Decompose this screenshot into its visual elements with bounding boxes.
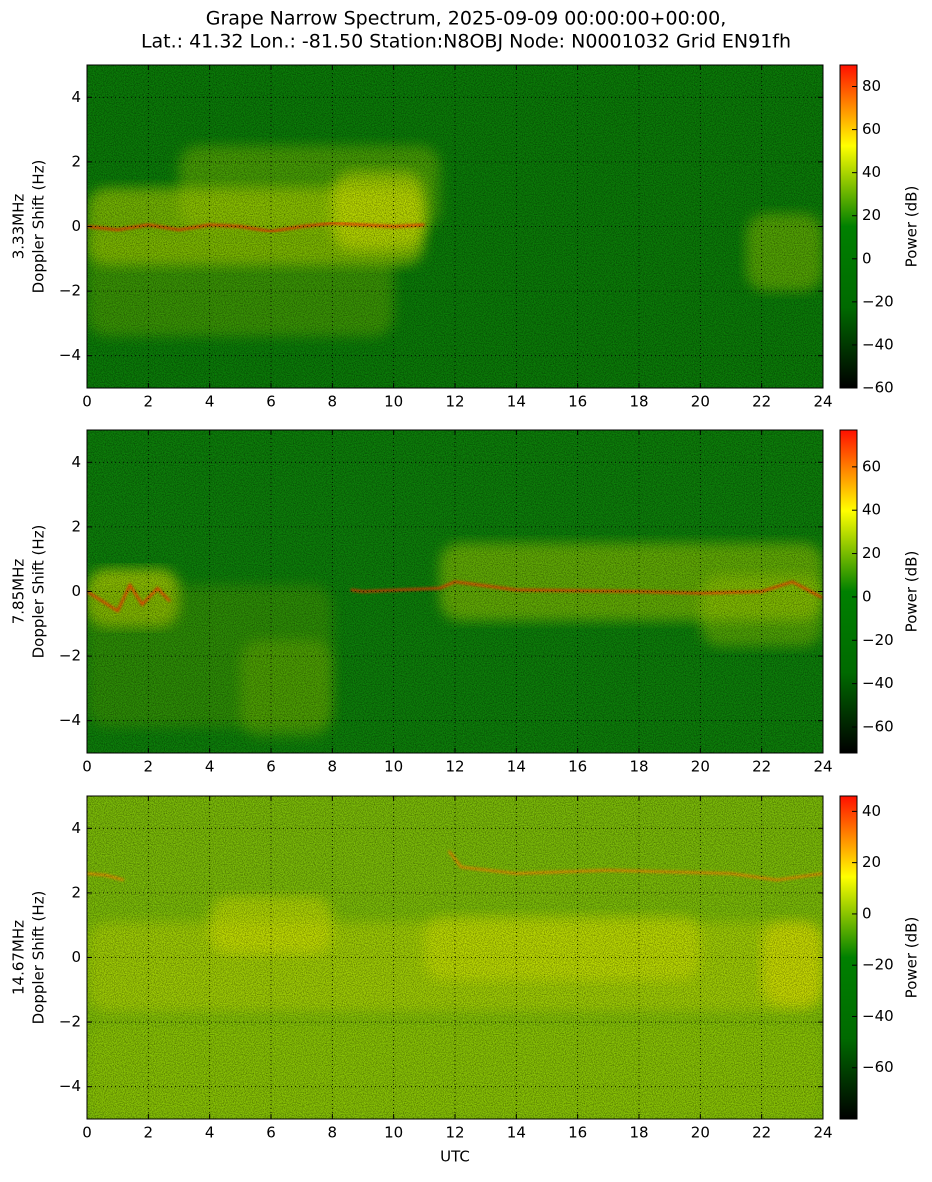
y-tick-label: 2: [71, 883, 81, 901]
colorbar-tick-label: 60: [862, 120, 881, 138]
colorbar-tick-label: 0: [862, 587, 872, 605]
colorbar-tick-label: −60: [862, 1058, 894, 1076]
x-tick-label: 6: [266, 758, 276, 776]
colorbar-label: Power (dB): [903, 917, 921, 999]
x-tick-label: 24: [813, 758, 832, 776]
y-tick-label: 4: [71, 453, 81, 471]
x-tick-label: 6: [266, 1124, 276, 1142]
colorbar-tick-label: −40: [862, 335, 894, 353]
colorbar-tick-label: 40: [862, 163, 881, 181]
x-tick-label: 8: [328, 393, 338, 411]
x-tick-label: 24: [813, 393, 832, 411]
spectrogram: [87, 796, 823, 1119]
y-tick-label: 0: [71, 948, 81, 966]
colorbar-tick-label: 20: [862, 206, 881, 224]
y-tick-label: 4: [71, 819, 81, 837]
colorbar-tick-label: −40: [862, 674, 894, 692]
plot-frame: [86, 64, 824, 389]
colorbar-tick-label: 20: [862, 544, 881, 562]
y-tick-label: −2: [59, 647, 81, 665]
x-tick-label: 18: [629, 1124, 648, 1142]
x-tick-label: 22: [752, 393, 771, 411]
colorbar-label: Power (dB): [903, 551, 921, 633]
x-tick-label: 18: [629, 758, 648, 776]
x-tick-label: 12: [445, 758, 464, 776]
title-line: Lat.: 41.32 Lon.: -81.50 Station:N8OBJ N…: [141, 31, 791, 53]
y-axis-label: 3.33MHz: [10, 194, 28, 260]
title-line: Grape Narrow Spectrum, 2025-09-09 00:00:…: [206, 8, 727, 30]
colorbar-tick-label: 0: [862, 904, 872, 922]
x-tick-label: 22: [752, 758, 771, 776]
x-tick-label: 10: [384, 758, 403, 776]
plot-frame: [86, 795, 824, 1120]
y-tick-label: 4: [71, 88, 81, 106]
y-tick-label: 0: [71, 582, 81, 600]
x-tick-label: 10: [384, 393, 403, 411]
colorbar: [839, 795, 858, 1120]
x-tick-label: 20: [691, 393, 710, 411]
y-tick-label: 0: [71, 217, 81, 235]
x-tick-label: 22: [752, 1124, 771, 1142]
x-tick-label: 8: [328, 1124, 338, 1142]
y-axis-label: 14.67MHz: [10, 920, 28, 995]
x-tick-label: 16: [568, 393, 587, 411]
x-tick-label: 16: [568, 758, 587, 776]
colorbar-tick-label: 40: [862, 501, 881, 519]
y-tick-label: −2: [59, 282, 81, 300]
x-tick-label: 16: [568, 1124, 587, 1142]
colorbar-label: Power (dB): [903, 186, 921, 268]
x-tick-label: 0: [82, 1124, 92, 1142]
colorbar-tick-label: 60: [862, 457, 881, 475]
x-tick-label: 14: [507, 758, 526, 776]
x-tick-label: 12: [445, 1124, 464, 1142]
x-tick-label: 20: [691, 758, 710, 776]
colorbar-tick-label: 0: [862, 249, 872, 267]
colorbar-tick-label: −20: [862, 956, 894, 974]
plot-frame: [86, 429, 824, 754]
y-axis-label: Doppler Shift (Hz): [30, 160, 48, 294]
y-tick-label: −2: [59, 1013, 81, 1031]
y-tick-label: 2: [71, 517, 81, 535]
colorbar: [839, 429, 858, 754]
x-tick-label: 12: [445, 393, 464, 411]
colorbar-tick-label: 20: [862, 853, 881, 871]
colorbar-tick-label: −60: [862, 379, 894, 397]
x-tick-label: 6: [266, 393, 276, 411]
y-tick-label: −4: [59, 346, 81, 364]
colorbar-tick-label: −20: [862, 292, 894, 310]
y-tick-label: −4: [59, 711, 81, 729]
colorbar-tick-label: −40: [862, 1007, 894, 1025]
y-axis-label: 7.85MHz: [10, 559, 28, 625]
colorbar-tick-label: 40: [862, 802, 881, 820]
x-tick-label: 4: [205, 1124, 215, 1142]
x-tick-label: 14: [507, 393, 526, 411]
colorbar-tick-label: 80: [862, 77, 881, 95]
x-tick-label: 0: [82, 393, 92, 411]
x-tick-label: 2: [144, 1124, 154, 1142]
y-axis-label: Doppler Shift (Hz): [30, 525, 48, 659]
x-tick-label: 8: [328, 758, 338, 776]
colorbar: [839, 64, 858, 389]
x-tick-label: 20: [691, 1124, 710, 1142]
y-tick-label: −4: [59, 1077, 81, 1095]
colorbar-tick-label: −60: [862, 717, 894, 735]
x-tick-label: 4: [205, 758, 215, 776]
x-tick-label: 4: [205, 393, 215, 411]
x-tick-label: 0: [82, 758, 92, 776]
y-tick-label: 2: [71, 152, 81, 170]
x-tick-label: 10: [384, 1124, 403, 1142]
colorbar-tick-label: −20: [862, 631, 894, 649]
x-tick-label: 18: [629, 393, 648, 411]
x-axis-label: UTC: [440, 1148, 470, 1166]
x-tick-label: 2: [144, 758, 154, 776]
y-axis-label: Doppler Shift (Hz): [30, 891, 48, 1025]
x-tick-label: 24: [813, 1124, 832, 1142]
x-tick-label: 2: [144, 393, 154, 411]
x-tick-label: 14: [507, 1124, 526, 1142]
